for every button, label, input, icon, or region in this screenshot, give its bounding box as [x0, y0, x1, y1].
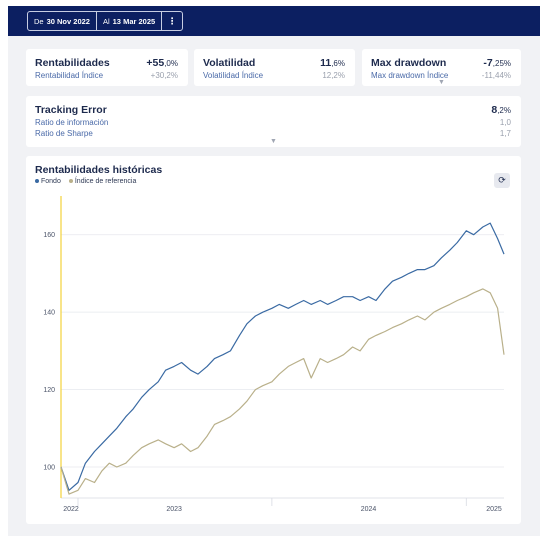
- metric-title: Volatilidad: [203, 57, 256, 69]
- more-options-icon[interactable]: ⋮: [167, 15, 177, 26]
- metric-value: +55,0%: [146, 57, 178, 69]
- chart-legend: Fondo Índice de referencia: [35, 178, 136, 185]
- metric-value: -7,25%: [483, 57, 511, 69]
- metric-value-dec: ,2%: [497, 106, 511, 115]
- metric-sub-value: -11,44%: [481, 71, 511, 80]
- legend-label-indice: Índice de referencia: [74, 178, 137, 185]
- ratio-value: 1,7: [499, 129, 511, 138]
- chevron-down-icon[interactable]: ▼: [438, 79, 445, 86]
- ratio-value: 1,0: [499, 118, 511, 127]
- metric-card-rentabilidades: Rentabilidades +55,0% Rentabilidad Índic…: [26, 49, 188, 86]
- x-tick-label: 2024: [361, 506, 377, 513]
- legend-label-fondo: Fondo: [41, 178, 61, 185]
- chevron-down-icon[interactable]: ▼: [270, 138, 277, 145]
- metric-card-volatilidad: Volatilidad 11,6% Volatilidad Índice 12,…: [194, 49, 355, 86]
- to-date-button[interactable]: Al 13 Mar 2025: [97, 12, 163, 30]
- to-date-prefix: Al: [102, 16, 110, 26]
- metric-value-dec: ,25%: [492, 59, 511, 68]
- metric-title: Rentabilidades: [35, 57, 110, 69]
- metric-title: Max drawdown: [371, 57, 447, 69]
- metric-title: Tracking Error: [35, 104, 107, 116]
- top-bar: De 30 Nov 2022 Al 13 Mar 2025 ⋮: [8, 6, 540, 36]
- y-tick-label: 100: [43, 465, 55, 472]
- metric-card-max-drawdown[interactable]: Max drawdown -7,25% Max drawdown Índice …: [362, 49, 521, 86]
- metric-sub-value: 12,2%: [322, 71, 345, 80]
- metric-sub-label: Max drawdown Índice: [371, 71, 449, 80]
- series-line-indice: [60, 288, 505, 495]
- ratio-label: Ratio de Sharpe: [35, 129, 93, 138]
- legend-item-fondo[interactable]: Fondo: [35, 178, 61, 185]
- chart-card: Rentabilidades históricas Fondo Índice d…: [26, 156, 521, 524]
- metric-sub-value: +30,2%: [150, 71, 178, 80]
- to-date-value: 13 Mar 2025: [112, 16, 156, 26]
- x-tick-label: 2022: [63, 506, 79, 513]
- from-date-value: 30 Nov 2022: [46, 16, 90, 26]
- date-range-selector[interactable]: De 30 Nov 2022 Al 13 Mar 2025 ⋮: [27, 11, 184, 31]
- metric-value: 8,2%: [491, 104, 511, 116]
- legend-item-indice[interactable]: Índice de referencia: [68, 178, 137, 185]
- y-tick-label: 120: [43, 387, 55, 394]
- metric-sub-label: Rentabilidad Índice: [35, 71, 104, 80]
- from-date-button[interactable]: De 30 Nov 2022: [28, 12, 97, 30]
- chart-title: Rentabilidades históricas: [35, 164, 163, 176]
- x-tick-label: 2023: [166, 506, 182, 513]
- metric-value-int: +55: [146, 57, 165, 69]
- refresh-icon[interactable]: ⟳: [494, 173, 510, 188]
- x-tick-label: 2025: [486, 506, 502, 513]
- metric-value-dec: ,6%: [331, 59, 345, 68]
- legend-dot-indice: [68, 179, 73, 184]
- y-tick-label: 140: [43, 310, 55, 317]
- metric-sub-label: Volatilidad Índice: [203, 71, 264, 80]
- metric-card-tracking-error[interactable]: Tracking Error 8,2% Ratio de información…: [26, 96, 521, 147]
- legend-dot-fondo: [35, 179, 39, 184]
- series-line-fondo: [60, 222, 505, 491]
- historical-returns-chart: 100 120 140 160 2022 2023 2024 2025: [43, 196, 505, 513]
- from-date-prefix: De: [34, 16, 44, 26]
- metric-value-int: 11: [320, 57, 332, 69]
- content-panel: Rentabilidades +55,0% Rentabilidad Índic…: [8, 36, 540, 536]
- metric-value: 11,6%: [320, 57, 345, 69]
- metric-value-dec: ,0%: [164, 59, 178, 68]
- ratio-label: Ratio de información: [35, 118, 109, 127]
- y-tick-label: 160: [43, 232, 55, 239]
- metric-value-int: -7: [483, 57, 493, 69]
- metric-value-int: 8: [491, 104, 498, 116]
